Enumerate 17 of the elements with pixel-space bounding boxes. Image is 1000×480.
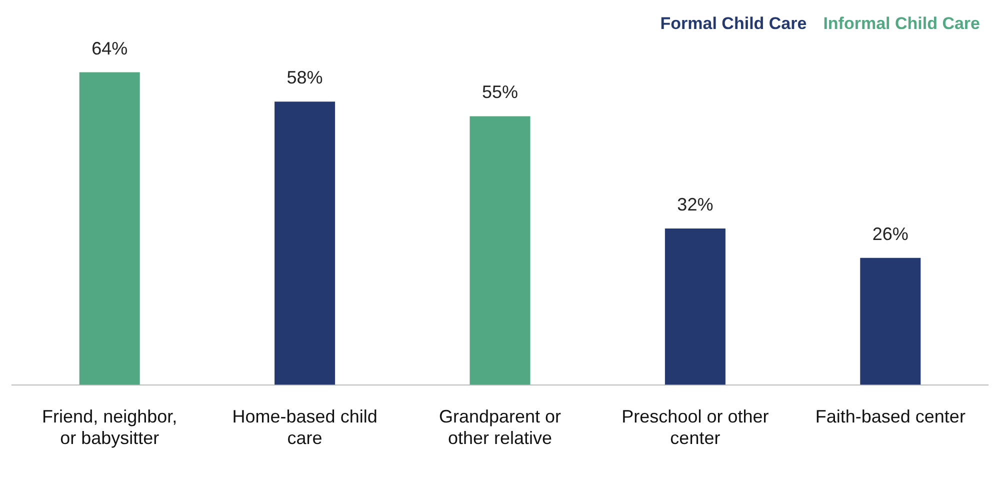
bar — [470, 116, 530, 385]
bar — [860, 258, 921, 385]
bar — [274, 102, 336, 385]
bar — [79, 72, 140, 385]
data-label: 58% — [286, 68, 323, 88]
x-tick-label: Grandparent or other relative — [438, 406, 562, 448]
bar — [664, 228, 726, 385]
data-label: 55% — [482, 82, 518, 102]
text: Formal Child Care — [660, 14, 807, 34]
x-tick-label: Home-based child care — [232, 406, 378, 448]
data-label: 64% — [92, 38, 128, 58]
x-tick-label: Faith-based center — [815, 406, 966, 427]
data-label: 26% — [872, 224, 908, 244]
x-tick-label: Preschool or other center — [622, 406, 769, 448]
data-label: 32% — [677, 194, 714, 215]
x-tick-label: Friend, neighbor, or babysitter — [42, 406, 178, 448]
text: Informal Child Care — [823, 14, 980, 34]
